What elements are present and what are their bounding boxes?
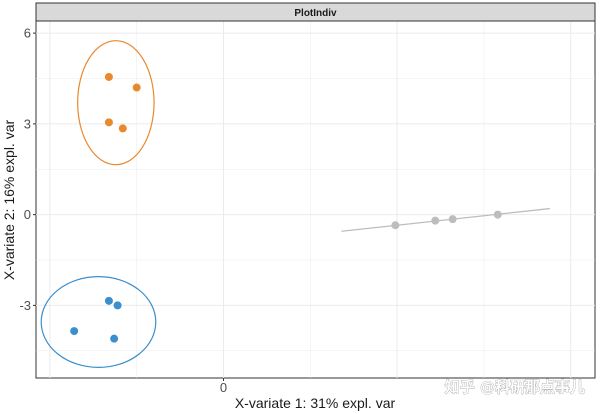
- data-point-2: [113, 301, 122, 310]
- data-point-1: [132, 83, 141, 92]
- data-point-3: [431, 216, 440, 225]
- grid-lines: [36, 21, 595, 378]
- data-point-3: [493, 210, 502, 219]
- data-points: [70, 72, 502, 343]
- group-ellipses: [40, 40, 550, 369]
- plot-panel: [35, 20, 596, 379]
- data-point-2: [104, 296, 113, 305]
- x-tick-label: 0: [220, 380, 227, 395]
- data-point-1: [104, 72, 113, 81]
- y-tick-label: 6: [24, 26, 31, 41]
- confidence-ellipse-1: [77, 40, 155, 166]
- chart-title: PlotIndiv: [294, 8, 337, 19]
- data-point-2: [110, 334, 119, 343]
- facet-strip: [35, 2, 596, 22]
- watermark-text: 知乎 @科研那点事儿: [445, 378, 585, 396]
- data-point-2: [70, 327, 79, 336]
- group-line-3: [341, 207, 550, 232]
- y-axis-title: X-variate 2: 16% expl. var: [1, 120, 17, 281]
- confidence-ellipse-2: [40, 276, 157, 369]
- data-point-1: [118, 124, 127, 133]
- y-tick-label: 3: [24, 116, 31, 131]
- data-point-3: [391, 221, 400, 230]
- x-axis-title: X-variate 1: 31% expl. var: [235, 395, 396, 411]
- y-tick-label: -3: [19, 298, 31, 313]
- data-point-1: [104, 118, 113, 127]
- axis-ticks: -3 0 3 6 0: [19, 26, 227, 395]
- y-tick-label: 0: [24, 207, 31, 222]
- data-point-3: [448, 215, 457, 224]
